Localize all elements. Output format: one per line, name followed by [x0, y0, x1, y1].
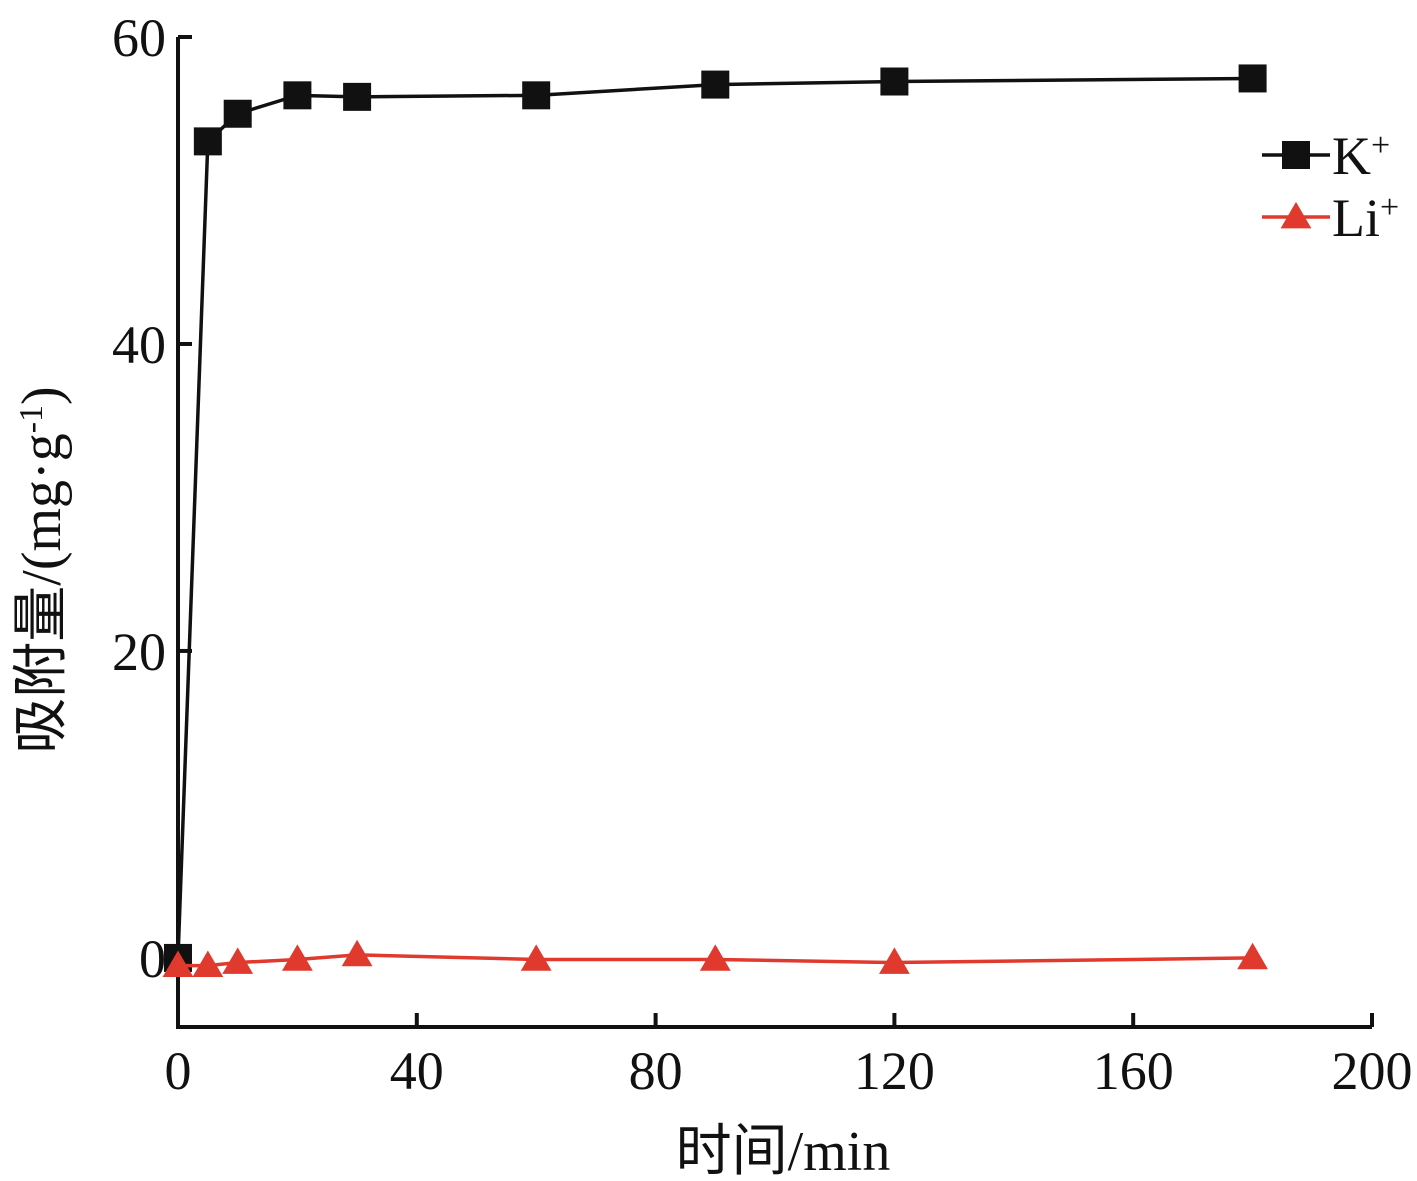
data-point-k-plus	[223, 99, 252, 128]
data-point-li-plus	[699, 944, 731, 971]
y-tick-label: 0	[139, 929, 166, 989]
y-axis-title-base: 吸附量/(mg·g	[11, 433, 73, 753]
data-point-k-plus	[193, 127, 222, 156]
legend-label-li-plus: Li+	[1332, 188, 1399, 248]
data-point-li-plus	[282, 944, 313, 971]
y-axis-title-sup: -1	[13, 405, 50, 433]
series-line-k-plus	[176, 76, 1253, 958]
series-li-plus	[162, 939, 1268, 977]
x-tick-label: 40	[390, 1041, 444, 1101]
legend-label-k-plus: K+	[1332, 126, 1390, 186]
x-tick-label: 0	[165, 1041, 192, 1101]
data-point-k-plus	[522, 81, 551, 110]
legend-item-k-plus: K+	[1262, 126, 1390, 186]
data-point-k-plus	[1238, 64, 1267, 93]
x-tick-label: 80	[629, 1041, 683, 1101]
y-axis-title-tail: )	[11, 386, 73, 405]
data-point-li-plus	[341, 939, 373, 967]
data-point-k-plus	[343, 82, 372, 111]
x-tick-label: 200	[1332, 1041, 1413, 1101]
legend-item-li-plus: Li+	[1262, 188, 1399, 248]
legend-label-sup: +	[1371, 127, 1390, 164]
legend-marker-li-plus	[1280, 201, 1312, 229]
legend-label-base: K	[1332, 126, 1371, 186]
legend-marker-k-plus	[1282, 141, 1310, 169]
series-layer	[162, 64, 1268, 977]
data-point-li-plus	[222, 947, 254, 974]
legend: K+Li+	[1262, 126, 1399, 248]
data-point-li-plus	[520, 944, 552, 971]
x-axis-ticks: 0 40 80 120 160 200	[165, 1013, 1413, 1101]
data-point-k-plus	[880, 67, 909, 96]
legend-label-base: Li	[1332, 188, 1380, 248]
y-axis-ticks: 0 20 40 60	[112, 8, 192, 989]
data-point-k-plus	[283, 81, 312, 110]
x-axis-title: 时间/min	[676, 1121, 891, 1181]
axes	[176, 37, 1372, 1029]
series-k-plus	[164, 64, 1267, 972]
y-tick-label: 20	[112, 622, 166, 682]
x-tick-label: 120	[854, 1041, 935, 1101]
y-tick-label: 60	[112, 8, 166, 68]
data-point-li-plus	[1237, 942, 1268, 970]
legend-label-sup: +	[1380, 189, 1399, 226]
data-point-li-plus	[192, 950, 224, 977]
data-point-k-plus	[701, 70, 730, 99]
y-axis-title: 吸附量/(mg·g-1)	[11, 386, 73, 753]
data-point-li-plus	[879, 947, 910, 974]
x-tick-label: 160	[1093, 1041, 1174, 1101]
y-tick-label: 40	[112, 315, 166, 375]
data-point-li-plus	[162, 950, 194, 977]
